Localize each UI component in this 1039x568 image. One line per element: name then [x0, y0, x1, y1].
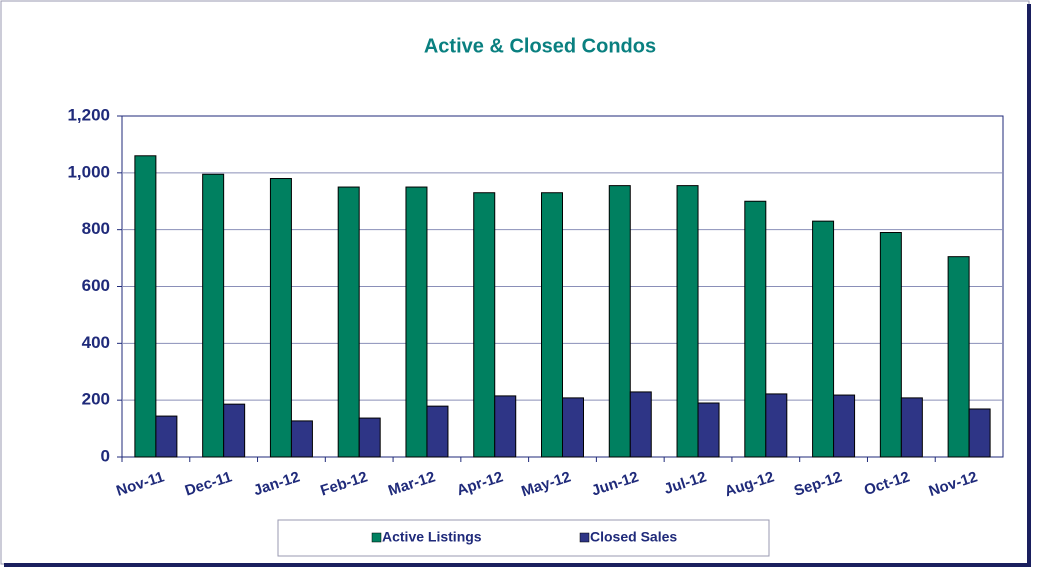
y-tick-label: 800	[82, 219, 110, 238]
y-tick-label: 600	[82, 276, 110, 295]
chart-title: Active & Closed Condos	[424, 35, 656, 57]
bar	[290, 420, 313, 458]
legend-swatch	[371, 532, 382, 543]
legend-box	[277, 519, 770, 557]
bar	[494, 395, 517, 458]
bar	[697, 402, 720, 458]
bar	[968, 408, 991, 458]
bar	[202, 173, 225, 458]
bar	[676, 185, 699, 458]
bar	[812, 220, 835, 458]
bar	[900, 397, 923, 458]
y-tick-label: 0	[101, 446, 110, 465]
bar	[629, 391, 652, 458]
bar	[269, 178, 292, 458]
y-tick-label: 400	[82, 333, 110, 352]
bar	[405, 186, 428, 458]
legend-label: Active Listings	[382, 529, 482, 545]
bar	[879, 232, 902, 458]
bar	[358, 417, 381, 458]
bar	[562, 397, 584, 458]
bar	[426, 405, 449, 458]
bar	[608, 185, 631, 458]
legend-label: Closed Sales	[590, 529, 677, 545]
bar	[155, 415, 178, 458]
bar	[473, 192, 496, 458]
bar	[541, 192, 563, 458]
bar	[765, 393, 788, 458]
bar	[744, 200, 767, 458]
bar	[134, 155, 157, 458]
bar	[833, 394, 856, 458]
legend-swatch	[579, 532, 590, 543]
y-tick-label: 1,200	[67, 105, 110, 124]
y-tick-label: 1,000	[67, 162, 110, 181]
bar	[337, 186, 360, 458]
bar	[223, 403, 246, 458]
y-tick-label: 200	[82, 390, 110, 409]
bar	[947, 256, 970, 458]
